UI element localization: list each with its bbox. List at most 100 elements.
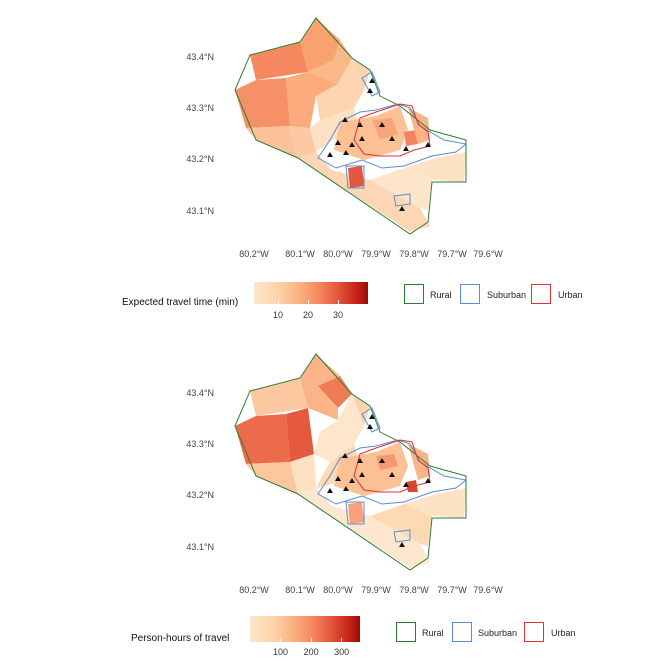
urban-legend-label: Urban [551, 628, 576, 638]
lon-label: 80.1°W [285, 249, 315, 259]
cell-c-2 [316, 444, 360, 488]
cell-urban-3 [406, 480, 418, 492]
suburban-legend-key [452, 622, 472, 642]
cell-urban-2 [372, 118, 398, 140]
color-scale-tick: 100 [273, 647, 289, 657]
facility-marker [389, 136, 395, 141]
facility-marker [335, 140, 341, 145]
cell-w-2 [286, 72, 338, 128]
lon-label: 79.9°W [361, 249, 391, 259]
lon-label: 80.0°W [323, 585, 353, 595]
color-scale-tick: 200 [303, 647, 319, 657]
cell-n-1 [300, 18, 340, 72]
rural-legend-key [396, 622, 416, 642]
cell-w-2 [286, 408, 314, 462]
suburban-boundary [317, 103, 468, 169]
cell-n-3 [308, 386, 338, 420]
lat-label: 43.2°N [186, 490, 214, 500]
facility-marker [367, 424, 373, 429]
suburban-boundary-se [393, 193, 411, 207]
facility-marker [399, 542, 405, 547]
lat-label: 43.1°N [186, 542, 214, 552]
cell-e-1 [404, 152, 466, 182]
color-scale-title: Person-hours of travel [131, 633, 230, 644]
cell-c-1 [314, 394, 364, 462]
suburban-legend-label: Suburban [478, 628, 518, 638]
map-panel-person-hours: 43.4°N 43.3°N 43.2°N 43.1°N 80.2°W 80.1°… [0, 336, 672, 672]
facility-marker [327, 488, 333, 493]
cell-w-1 [235, 414, 290, 464]
lon-label: 80.2°W [239, 585, 269, 595]
suburban-boundary-south [345, 501, 365, 525]
rural-legend-label: Rural [422, 628, 444, 638]
cell-hotspot [348, 166, 364, 188]
lon-label: 79.7°W [437, 585, 467, 595]
color-scale-tick: 10 [272, 310, 283, 320]
color-scale-bar [250, 616, 360, 642]
rural-legend-key [404, 284, 424, 304]
color-scale-tickmark [341, 638, 343, 642]
facility-marker [343, 486, 349, 491]
urban-legend-key [524, 622, 544, 642]
map-panel-travel-time: 43.4°N 43.3°N 43.2°N 43.1°N 80.2°W 80.1°… [122, 17, 583, 320]
facility-marker [403, 146, 409, 151]
suburban-boundary-se [393, 529, 411, 543]
urban-legend-key [531, 284, 551, 304]
facility-marker [379, 122, 385, 127]
cell-e-1 [404, 488, 466, 518]
facility-marker [359, 472, 365, 477]
lon-label: 80.2°W [239, 249, 269, 259]
color-scale-tickmark [277, 300, 279, 304]
rural-boundary [234, 17, 467, 235]
color-scale-tickmark [280, 638, 282, 642]
facility-marker [327, 152, 333, 157]
facility-marker [403, 482, 409, 487]
facility-marker [367, 88, 373, 93]
cell-w-3 [246, 126, 298, 158]
cell-urban-4 [408, 444, 430, 480]
cell-south-hot [348, 502, 364, 524]
facility-marker [349, 478, 355, 483]
suburban-legend-label: Suburban [487, 290, 527, 300]
facility-marker [379, 458, 385, 463]
facility-marker [357, 122, 363, 127]
lon-label: 79.6°W [473, 249, 503, 259]
lon-label: 79.8°W [399, 585, 429, 595]
cell-ne-1 [352, 394, 370, 426]
suburban-legend-key [460, 284, 480, 304]
facility-marker [425, 142, 431, 147]
color-scale-tickmark [307, 300, 309, 304]
color-scale-tickmark [310, 638, 312, 642]
facility-marker [342, 117, 348, 122]
lon-label: 80.0°W [323, 249, 353, 259]
facility-marker [343, 150, 349, 155]
person-hours-map [234, 353, 468, 571]
cell-n-2 [308, 40, 352, 84]
region-boundaries [234, 17, 468, 235]
suburban-boundary-north [361, 71, 381, 97]
suburban-boundary-south [345, 165, 365, 189]
facility-markers [327, 414, 431, 547]
facility-markers [327, 78, 431, 211]
cell-urban-3 [404, 130, 418, 146]
facility-marker [399, 206, 405, 211]
lon-label: 79.9°W [361, 585, 391, 595]
rural-boundary [234, 353, 467, 571]
lon-label: 79.6°W [473, 585, 503, 595]
facility-marker [369, 78, 375, 83]
cell-s-2 [370, 504, 432, 546]
facility-marker [369, 414, 375, 419]
color-scale-tick: 300 [334, 647, 350, 657]
lat-label: 43.4°N [186, 52, 214, 62]
suburban-boundary-north [361, 407, 381, 433]
facility-marker [389, 472, 395, 477]
facility-marker [342, 453, 348, 458]
color-scale-title: Expected travel time (min) [122, 297, 239, 308]
facility-marker [359, 136, 365, 141]
cell-w-1 [235, 78, 290, 128]
facility-marker [357, 458, 363, 463]
cell-s-2 [370, 168, 432, 210]
lat-label: 43.3°N [186, 103, 214, 113]
cell-ne-1 [352, 58, 370, 90]
cell-c-1 [316, 58, 364, 120]
